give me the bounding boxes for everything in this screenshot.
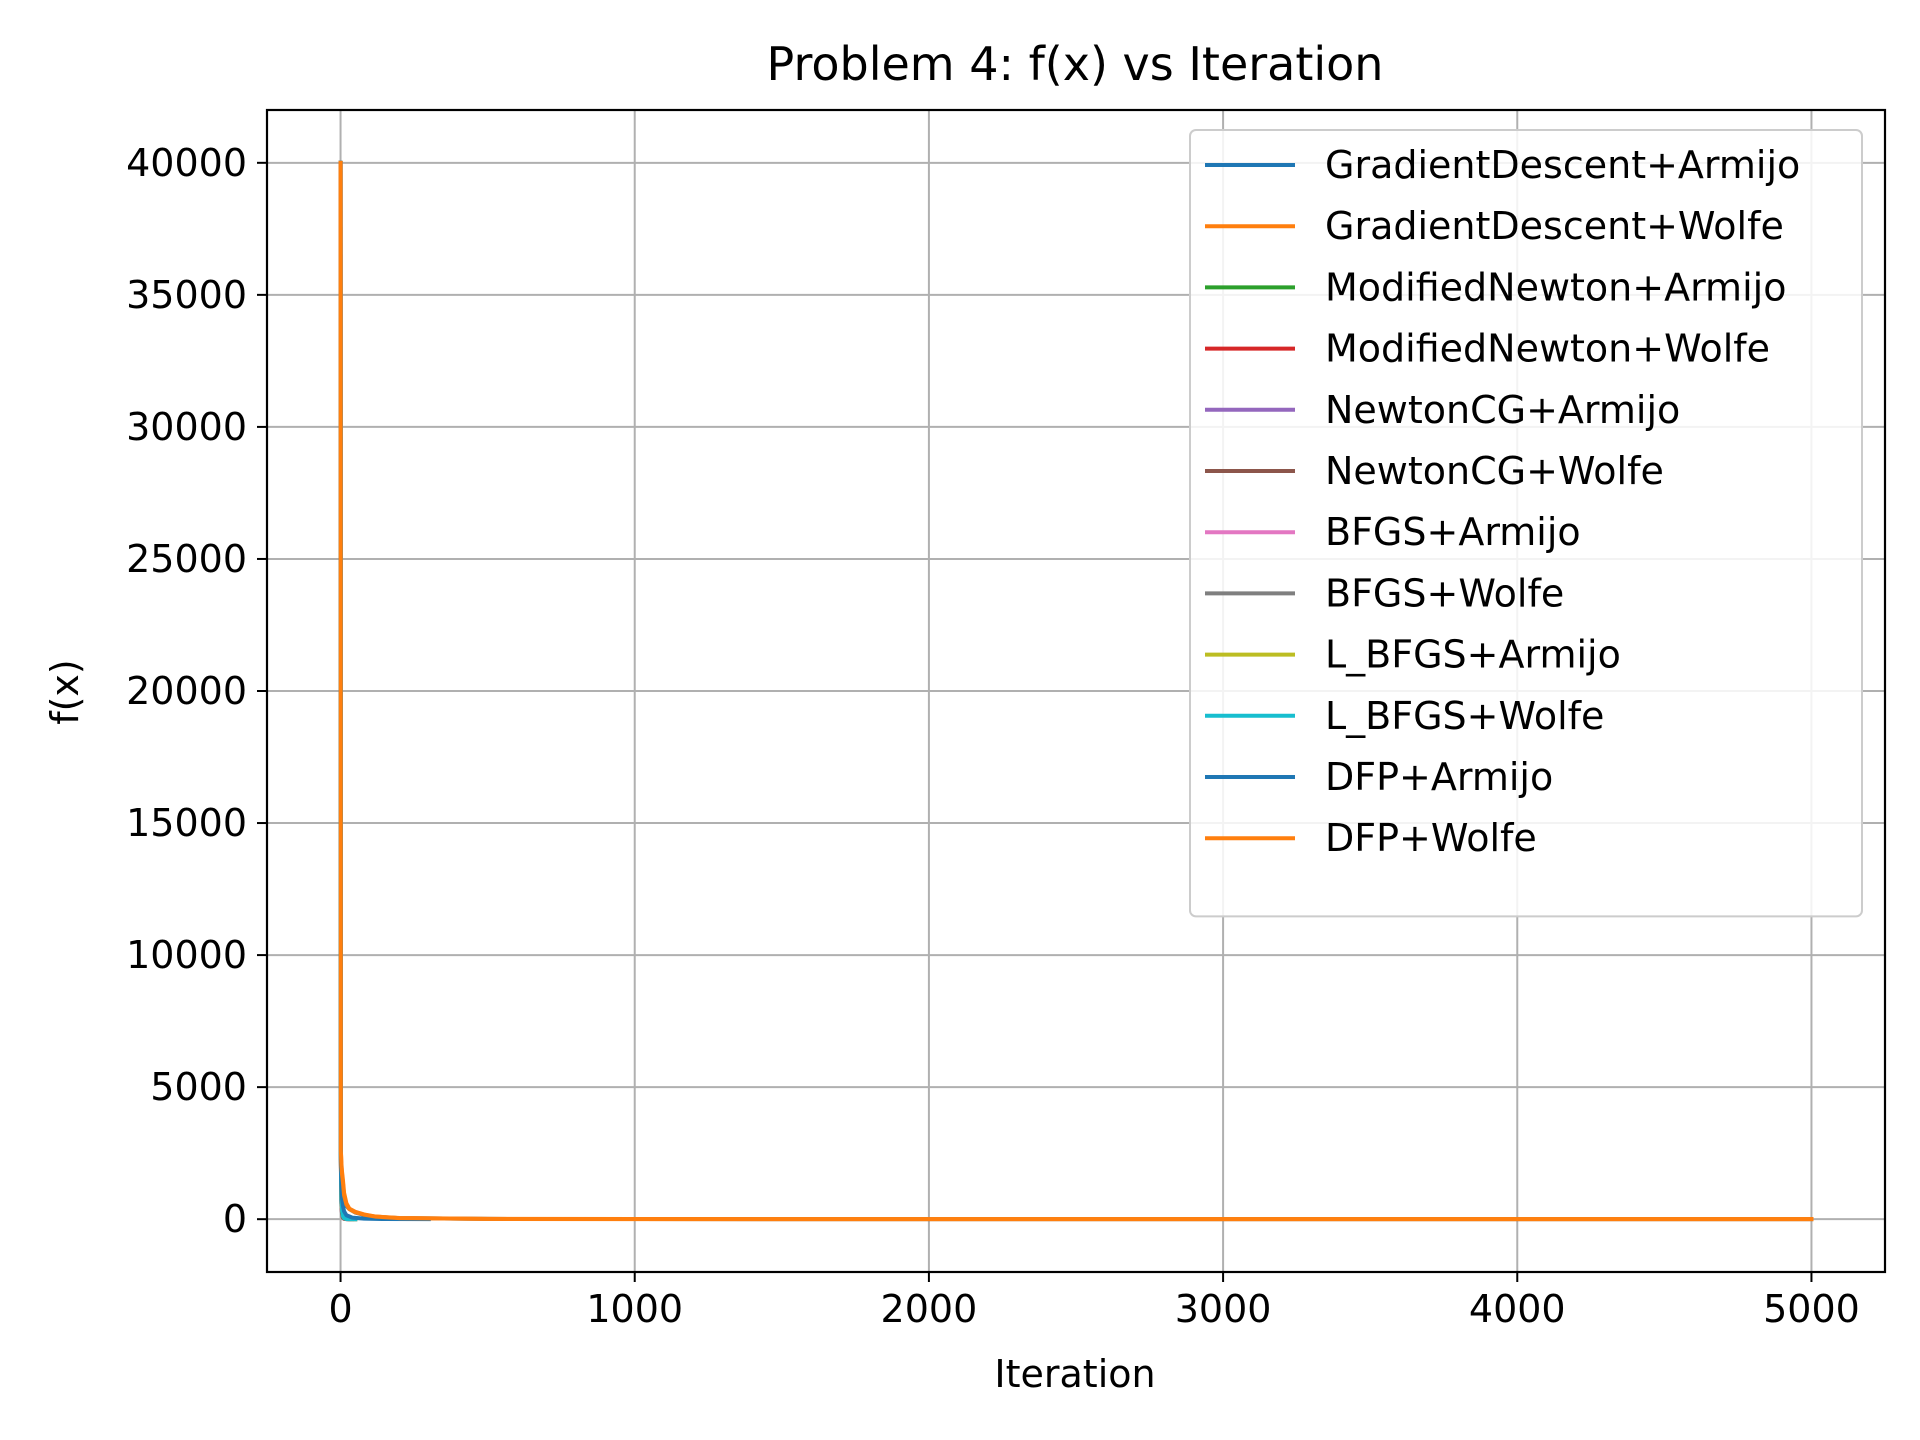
x-axis: 0 1000 2000 3000 4000 5000 (328, 1272, 1860, 1331)
y-tick-label: 15000 (126, 801, 247, 845)
legend-label: BFGS+Wolfe (1325, 571, 1564, 615)
chart-title: Problem 4: f(x) vs Iteration (767, 37, 1384, 91)
legend-label: DFP+Armijo (1325, 755, 1553, 799)
legend-box (1189, 129, 1863, 918)
series-line-dfp-wolfe (338, 160, 1814, 1222)
y-tick-label: 20000 (126, 669, 247, 713)
y-tick-label: 25000 (126, 537, 247, 581)
x-tick-label: 0 (328, 1287, 352, 1331)
x-tick-label: 3000 (1175, 1287, 1272, 1331)
x-tick-label: 1000 (586, 1287, 683, 1331)
legend-label: L_BFGS+Armijo (1325, 633, 1621, 677)
y-axis-label: f(x) (43, 659, 87, 725)
x-tick-label: 5000 (1763, 1287, 1860, 1331)
legend-label: BFGS+Armijo (1325, 510, 1581, 554)
y-tick-label: 10000 (126, 933, 247, 977)
legend-label: L_BFGS+Wolfe (1325, 694, 1604, 738)
legend-label: GradientDescent+Wolfe (1325, 204, 1784, 248)
legend-label: ModifiedNewton+Wolfe (1325, 327, 1770, 371)
y-tick-label: 5000 (150, 1065, 247, 1109)
legend-label: NewtonCG+Wolfe (1325, 449, 1664, 493)
y-tick-label: 40000 (126, 141, 247, 185)
x-tick-label: 2000 (881, 1287, 978, 1331)
y-axis: 0 5000 10000 15000 20000 25000 30000 35000 40000 (126, 141, 267, 1241)
legend: GradientDescent+Armijo GradientDescent+Wo… (1189, 129, 1863, 918)
y-tick-label: 30000 (126, 405, 247, 449)
legend-label: GradientDescent+Armijo (1325, 143, 1800, 187)
y-tick-label: 35000 (126, 273, 247, 317)
x-axis-label: Iteration (994, 1352, 1155, 1396)
y-tick-label: 0 (223, 1197, 247, 1241)
legend-label: ModifiedNewton+Armijo (1325, 265, 1786, 309)
plot-lines (338, 160, 1814, 1222)
x-tick-label: 4000 (1469, 1287, 1566, 1331)
legend-label: DFP+Wolfe (1325, 816, 1537, 860)
legend-label: NewtonCG+Armijo (1325, 388, 1680, 432)
